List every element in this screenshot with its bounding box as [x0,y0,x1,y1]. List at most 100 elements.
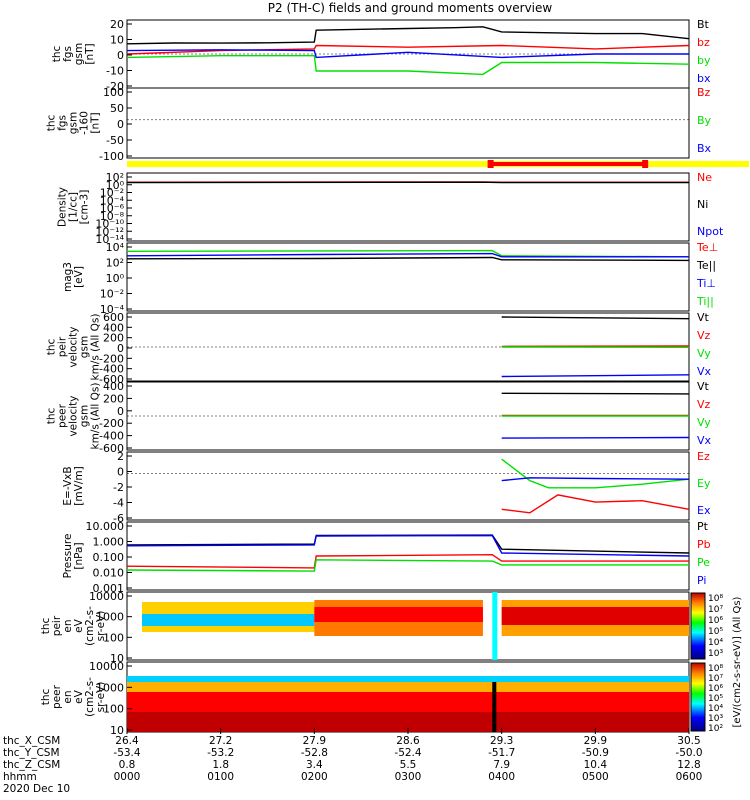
y-tick-label: 10² [106,257,124,270]
cbar-tick-upper: 10⁴ [708,638,723,648]
x-row-label-thc_Z_CSM: thc_Z_CSM [3,759,60,771]
y-axis-label: gsm [79,405,91,427]
y-axis-label: sr-eV) [95,611,107,642]
legend-Vz: Vz [697,398,711,411]
y-tick-label: 10⁻⁴ [100,194,125,207]
legend-Pe: Pe [697,556,710,569]
spec-band-4 [127,676,689,682]
y-tick-label: 10000 [89,660,124,673]
series-Vx [501,374,690,378]
panel-frame [126,451,690,521]
legend-Vx: Vx [697,434,712,447]
colorbar-upper [690,592,706,660]
cbar-tick-lower: 10⁶ [708,684,723,694]
y-tick-label: -600 [99,442,124,455]
legend-Bx: Bx [697,142,712,155]
legend-Ne: Ne [697,171,712,184]
x-tick-label: -50.9 [582,747,609,759]
cbar-tick-upper: 10⁸ [708,594,723,604]
y-axis-label: peer [57,403,69,428]
y-tick-label: -200 [99,352,124,365]
y-tick-label: 200 [103,332,124,345]
y-axis-label: km/s (All Qs) [90,383,102,450]
mode-bar-red-start [487,160,494,168]
x-tick-label: -53.4 [113,747,140,759]
y-axis-label: fgs [57,115,69,131]
x-tick-label: 10.4 [584,759,608,771]
series-Bt [126,26,690,45]
y-tick-label: -400 [99,363,124,376]
y-axis-label: (cm2-s- [84,677,96,717]
series-Ez [501,494,690,514]
y-tick-label: 10.000 [86,520,125,533]
y-axis-label: E=-VxB [62,466,74,505]
y-tick-label: 50 [110,102,124,115]
y-tick-label: 0.001 [93,582,125,595]
panel-frame [126,242,690,312]
y-tick-label: 100 [103,631,124,644]
x-tick-label: 29.9 [584,735,607,747]
series-Vx [501,436,690,439]
x-tick-label: 0200 [301,771,328,783]
y-tick-label: 20 [110,18,124,31]
legend-Bt: Bt [697,18,710,31]
y-tick-label: 10⁻¹⁰ [95,218,124,231]
y-tick-label: 10⁻¹⁴ [95,233,124,246]
legend-Ni: Ni [697,198,708,211]
y-tick-label: 10² [106,171,124,184]
x-row-label-thc_Y_CSM: thc_Y_CSM [3,747,60,759]
legend-bz: bz [697,36,710,49]
y-axis-label: [nT] [90,112,102,133]
y-axis-label: peir [51,615,63,636]
y-tick-label: 10 [110,34,124,47]
series-bx [126,49,689,59]
panel-frame [126,172,690,242]
y-axis-label: en [62,690,74,703]
y-tick-label: -4 [113,497,124,510]
panel-peer_spec: 10000 1000 100 10 thc peer en eV (cm2-s-sr-eV) [40,660,690,737]
y-tick-label: 2 [117,450,124,463]
legend-Vz: Vz [697,329,711,342]
spec-band-2 [142,614,315,626]
x-tick-label: 30.5 [677,735,700,747]
y-tick-label: 10⁴ [106,241,125,254]
y-tick-label: -6 [113,512,124,525]
series-Ey [501,458,690,489]
x-tick-label: -52.8 [301,747,328,759]
legend-Ey: Ey [697,477,711,490]
x-tick-label: -52.4 [394,747,421,759]
y-axis-label: (cm2-s- [84,606,96,646]
x-tick-label: 26.4 [115,735,139,747]
legend-Bz: Bz [697,86,711,99]
x-tick-label: 27.2 [209,735,232,747]
colorbar-label: [eV/(cm2-s-sr-eV)] (All Qs) [732,596,743,727]
spec-band-6 [501,607,689,625]
x-tick-label: 0100 [207,771,234,783]
y-axis-label: thc [46,115,58,132]
cbar-tick-lower: 10³ [708,714,723,724]
legend-Vy: Vy [697,416,711,429]
y-axis-label: mag3 [62,262,74,292]
y-tick-label: -200 [99,417,124,430]
x-tick-label: 7.9 [493,759,510,771]
legend-Vy: Vy [697,347,711,360]
series-Pb [126,553,689,569]
x-row-label-thc_X_CSM: thc_X_CSM [3,735,60,747]
cbar-tick-lower: 10⁷ [708,674,723,684]
y-axis-label: eV [73,618,85,632]
legend-Vt: Vt [697,380,710,393]
panel-efield: 2 0 -2 -4 -6 E=-VxB [mV/m] Ez Ey Ex [62,450,711,525]
cbar-tick-lower: 10² [708,724,723,734]
panel-pressure: 10.000 1.000 0.100 0.010 0.001 Pressure [nPa] P… [62,520,711,595]
colorbar-lower [690,662,706,732]
panel-peir_spec: 10000 1000 100 10 thc peir en eV (cm2-s-sr-eV) [40,590,690,665]
y-tick-label: 10⁻⁴ [100,303,125,316]
panel-fgs: 20 10 0 -10 -20 thc fgs gsm [nT] Bt bz by bx [51,18,711,93]
series-Vt [501,316,690,320]
x-tick-label: 5.5 [400,759,417,771]
cbar-tick-upper: 10⁶ [708,616,723,626]
x-row-label-hhmm: hhmm [3,771,37,783]
